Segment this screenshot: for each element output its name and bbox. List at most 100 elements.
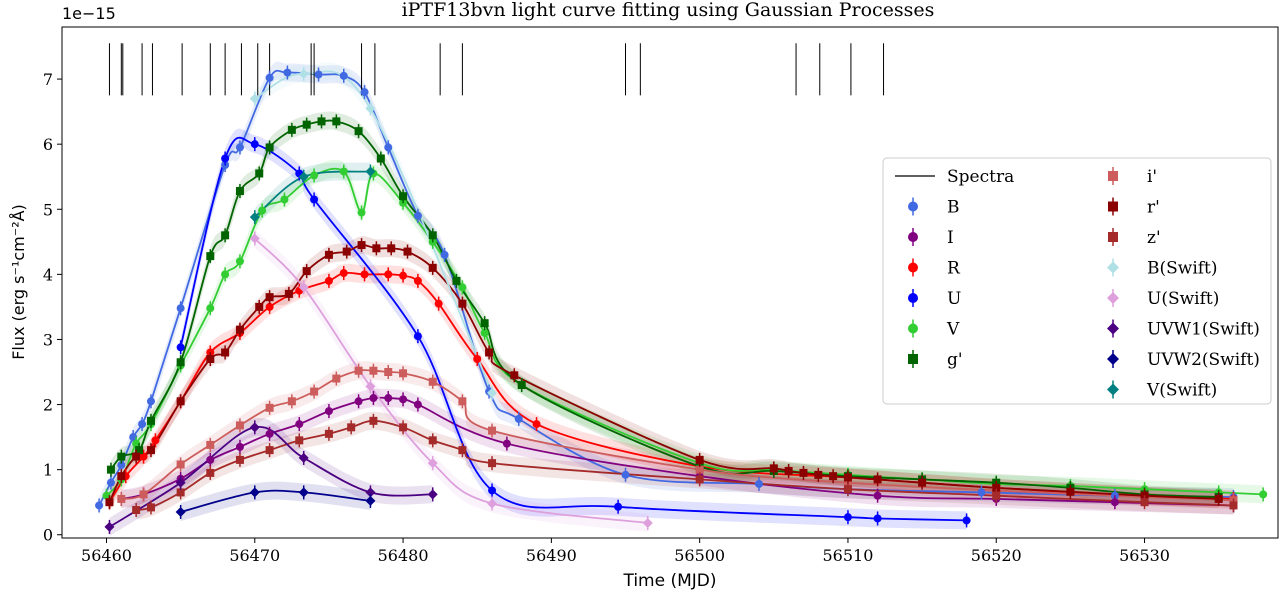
data-point [332,117,341,126]
data-point [814,470,823,479]
data-point [347,423,356,432]
data-point [221,231,230,240]
data-point [873,514,882,523]
data-point [235,455,244,464]
legend-label: U(Swift) [1147,289,1219,309]
data-point [339,71,348,80]
data-point [918,478,927,487]
legend-swatch [1108,201,1118,212]
data-point [176,488,185,497]
data-point [873,491,882,500]
data-point [106,465,115,474]
data-point [235,442,244,451]
legend-swatch [908,201,918,212]
data-point [399,423,408,432]
data-point [354,397,363,406]
data-point [250,140,259,149]
data-point [139,490,148,499]
data-point [1140,498,1149,507]
data-point [642,518,653,529]
data-point [365,487,376,498]
data-point [105,498,114,507]
legend-label: Spectra [947,167,1014,187]
data-point [843,473,852,482]
data-point [413,332,422,341]
data-point [695,465,704,474]
data-point [138,420,147,429]
legend-label: UVW1(Swift) [1147,320,1260,340]
data-point [249,487,260,498]
data-point [369,366,378,375]
data-point [354,366,363,375]
x-tick-label: 56500 [674,546,725,565]
data-point [175,477,186,488]
data-point [384,143,393,152]
data-point [769,464,778,473]
data-point [235,187,244,196]
data-point [255,302,264,311]
data-point [514,414,523,423]
data-point [485,348,494,357]
data-points [95,65,1268,534]
data-point [176,460,185,469]
data-point [399,369,408,378]
data-point [129,433,138,442]
data-point [206,354,215,363]
legend-swatch [1107,261,1119,274]
data-point [249,422,260,433]
data-point [873,475,882,484]
data-point [302,267,311,276]
data-point [384,270,393,279]
data-point [235,325,244,334]
data-point [502,439,511,448]
data-point [314,70,323,79]
gp-fit-line [180,489,371,513]
data-point [427,458,438,469]
data-point [354,127,363,136]
data-point [399,192,408,201]
data-point [176,304,185,313]
data-point [176,343,185,352]
data-point [480,328,489,337]
data-point [102,491,111,500]
data-point [310,195,319,204]
data-point [249,212,260,223]
data-point [399,271,408,280]
data-point [106,478,115,487]
data-point [843,485,852,494]
data-point [372,244,381,253]
data-point [487,498,498,509]
data-point [829,472,838,481]
data-point [480,319,489,328]
data-point [365,166,376,177]
data-point [458,446,467,455]
gp-band [180,481,371,521]
gp-fit-line [135,419,1234,511]
data-point [206,252,215,261]
data-point [265,429,274,438]
data-point [621,470,630,479]
data-point [342,247,351,256]
y-tick-label: 0 [43,526,53,545]
data-point [287,125,296,134]
gp-band [254,162,371,227]
data-point [488,459,497,468]
data-point [221,154,230,163]
data-point [310,171,319,180]
data-point [339,167,348,176]
y-tick-label: 1 [43,461,53,480]
y-tick-label: 5 [43,200,53,219]
legend-swatch [1107,383,1119,396]
data-point [135,446,144,455]
x-tick-label: 56480 [378,546,429,565]
legend-label: i' [1147,167,1157,187]
data-point [799,468,808,477]
data-point [384,394,393,403]
data-point [265,446,274,455]
data-point [487,387,498,398]
data-point [1110,498,1119,507]
y-tick-label: 6 [43,135,53,154]
data-point [221,348,230,357]
legend-box [882,157,1272,405]
